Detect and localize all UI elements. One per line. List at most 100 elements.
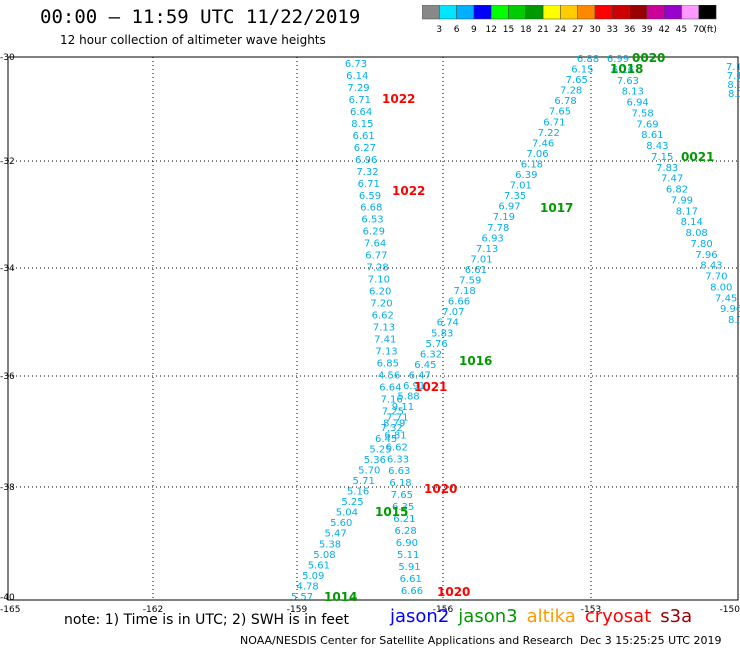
- colorbar-label: 9: [471, 25, 477, 35]
- lon-tick-label: -153: [581, 605, 601, 615]
- wave-height-label: 6.45: [414, 360, 436, 371]
- colorbar-label: 12: [485, 25, 496, 35]
- wave-height-label: 6.21: [393, 514, 415, 525]
- wave-height-label: 5.76: [425, 339, 447, 350]
- wave-height-label: 7.32: [381, 423, 403, 434]
- wave-height-label: 8.14: [681, 217, 703, 228]
- colorbar-label: 70: [693, 25, 705, 35]
- wave-height-label: 6.18: [521, 159, 543, 170]
- wave-height-label: 7.99: [671, 195, 693, 206]
- wave-height-label: 7.01: [470, 254, 492, 265]
- colorbar-label: 45: [676, 25, 687, 35]
- wave-height-label: 8.00: [710, 282, 732, 293]
- wave-height-label: 6.96: [355, 155, 377, 166]
- wave-height-label: 7.78: [487, 223, 509, 234]
- colorbar-label: 21: [537, 25, 548, 35]
- lat-tick-label: -36: [0, 372, 15, 382]
- pass-time-label: 1020: [437, 585, 470, 599]
- wave-height-label: 5.25: [369, 444, 391, 455]
- wave-height-label: 6.78: [554, 96, 576, 107]
- lat-tick-label: -38: [0, 483, 15, 493]
- wave-height-label: 7.65: [566, 75, 588, 86]
- wave-height-label: 7.28: [560, 86, 582, 97]
- wave-height-label: 8.15: [351, 119, 373, 130]
- wave-height-label: 8.1: [728, 89, 740, 100]
- wave-height-label: 6.28: [395, 526, 417, 537]
- wave-height-label: 6.73: [345, 59, 367, 70]
- satellite-legend: jason2 jason3 altika cryosat s3a: [390, 606, 701, 627]
- wave-height-label: 5.91: [398, 562, 420, 573]
- wave-height-label: 6.18: [389, 478, 411, 489]
- wave-height-label: 7.1: [727, 71, 740, 82]
- wave-height-label: 6.66: [448, 297, 470, 308]
- wave-height-label: 7.71: [386, 413, 408, 424]
- wave-height-label: 8.13: [622, 87, 644, 98]
- wave-height-label: 7.70: [705, 272, 727, 283]
- wave-height-label: 7.15: [651, 152, 673, 163]
- wave-height-label: 6.68: [360, 203, 382, 214]
- wave-height-label: 6.32: [420, 349, 442, 360]
- wave-height-label: 6.94: [627, 98, 649, 109]
- wave-height-label: 4.56: [378, 370, 400, 381]
- wave-height-label: 7.16: [381, 394, 403, 405]
- wave-height-label: 5.38: [319, 539, 341, 550]
- pass-time-label: 1016: [459, 354, 492, 368]
- colorbar-label: 15: [503, 25, 514, 35]
- wave-height-label: 6.88: [577, 54, 599, 65]
- wave-height-label: 6.64: [379, 382, 401, 393]
- credit-line: NOAA/NESDIS Center for Satellite Applica…: [240, 634, 574, 647]
- wave-height-label: 5.11: [397, 550, 419, 561]
- pass-time-label: 1020: [424, 482, 457, 496]
- wave-height-label: 6.33: [387, 454, 409, 465]
- wave-height-label: 6.71: [349, 95, 371, 106]
- satellite-legend-item: cryosat: [584, 606, 652, 627]
- wave-height-label: 7.13: [373, 323, 395, 334]
- pass-time-label: 1017: [540, 201, 573, 215]
- satellite-legend-item: jason2: [390, 606, 450, 627]
- wave-height-label: 8.43: [646, 141, 668, 152]
- wave-height-label: 5.61: [308, 560, 330, 571]
- wave-height-label: 7.58: [631, 108, 653, 119]
- wave-height-label: 7.28: [367, 263, 389, 274]
- page-subtitle: 12 hour collection of altimeter wave hei…: [60, 33, 326, 47]
- wave-height-label: 7.35: [504, 191, 526, 202]
- wave-height-label: 6.15: [571, 65, 593, 76]
- wave-height-label: 7.83: [656, 163, 678, 174]
- wave-height-label: 6.90: [396, 538, 418, 549]
- wave-height-label: 7.47: [661, 174, 683, 185]
- wave-height-label: 6.71: [358, 179, 380, 190]
- wave-height-label: 6.47: [409, 370, 431, 381]
- wave-height-label: 6.35: [392, 502, 414, 513]
- wave-height-label: 5.60: [330, 518, 352, 529]
- pass-time-label: 1021: [414, 380, 447, 394]
- colorbar-label: 6: [454, 25, 460, 35]
- colorbar-label: 18: [520, 25, 532, 35]
- wave-height-label: 6.20: [369, 287, 391, 298]
- wave-height-label: 6.45: [375, 434, 397, 445]
- colorbar-label: 36: [624, 25, 636, 35]
- wave-height-label: 7.18: [453, 286, 475, 297]
- pass-time-label: 1022: [382, 92, 415, 106]
- wave-height-label: 7.32: [356, 167, 378, 178]
- wave-height-label: 7.63: [617, 76, 639, 87]
- pass-time-label: 1022: [392, 184, 425, 198]
- wave-height-label: 5.08: [313, 550, 335, 561]
- wave-height-label: 5.70: [358, 465, 380, 476]
- wave-height-label: 6.66: [401, 586, 423, 597]
- colorbar-swatch: [698, 5, 717, 20]
- wave-height-label: 6.99: [607, 54, 629, 65]
- wave-height-label: 6.64: [350, 107, 372, 118]
- wave-height-label: 5.09: [302, 571, 324, 582]
- wave-height-label: 5.04: [336, 508, 358, 519]
- timestamp: Dec 3 15:25:25 UTC 2019: [580, 634, 722, 647]
- wave-height-label: 6.71: [543, 117, 565, 128]
- wave-height-label: 5.16: [347, 487, 369, 498]
- wave-height-label: 5.88: [397, 392, 419, 403]
- wave-height-label: 7.69: [636, 119, 658, 130]
- colorbar-label: 30: [589, 25, 601, 35]
- wave-height-label: 7.59: [459, 276, 481, 287]
- wave-height-label: 6.61: [353, 131, 375, 142]
- wave-height-label: 7.01: [510, 181, 532, 192]
- wave-height-label: 7.41: [374, 334, 396, 345]
